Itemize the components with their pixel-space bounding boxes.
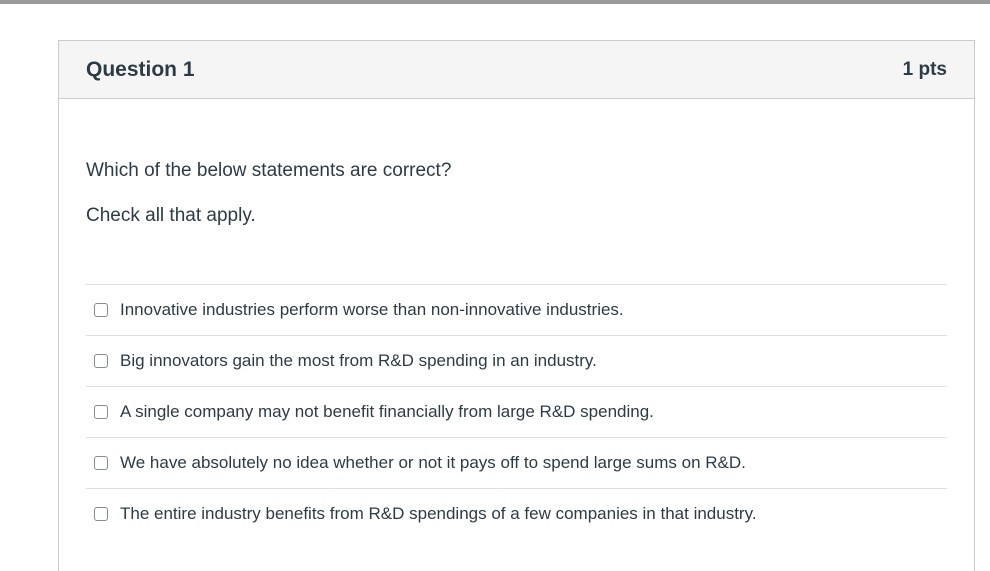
answer-label[interactable]: Big innovators gain the most from R&D sp… (120, 351, 597, 370)
answer-checkbox[interactable] (94, 507, 108, 521)
question-points-badge: 1 pts (902, 58, 947, 80)
answer-checkbox[interactable] (94, 303, 108, 317)
answer-row: We have absolutely no idea whether or no… (86, 437, 947, 488)
answer-checkbox[interactable] (94, 456, 108, 470)
answer-row: Innovative industries perform worse than… (86, 284, 947, 335)
answer-row: The entire industry benefits from R&D sp… (86, 488, 947, 539)
answer-row: A single company may not benefit financi… (86, 386, 947, 437)
prompt-line: Check all that apply. (86, 205, 256, 226)
prompt-line: Which of the below statements are correc… (86, 160, 452, 181)
question-card: Question 1 1 pts Which of the below stat… (58, 40, 975, 571)
answer-checkbox[interactable] (94, 354, 108, 368)
answer-label[interactable]: The entire industry benefits from R&D sp… (120, 504, 757, 523)
answer-list: Innovative industries perform worse than… (86, 284, 947, 539)
question-body: Which of the below statements are correc… (59, 99, 974, 559)
answer-row: Big innovators gain the most from R&D sp… (86, 335, 947, 386)
question-title: Question 1 (86, 57, 195, 81)
answer-label[interactable]: We have absolutely no idea whether or no… (120, 453, 746, 472)
answer-label[interactable]: Innovative industries perform worse than… (120, 300, 624, 319)
question-header: Question 1 1 pts (59, 41, 974, 99)
question-prompt: Which of the below statements are correc… (86, 157, 947, 230)
answer-label[interactable]: A single company may not benefit financi… (120, 402, 654, 421)
browser-top-bar (0, 0, 990, 4)
answer-checkbox[interactable] (94, 405, 108, 419)
